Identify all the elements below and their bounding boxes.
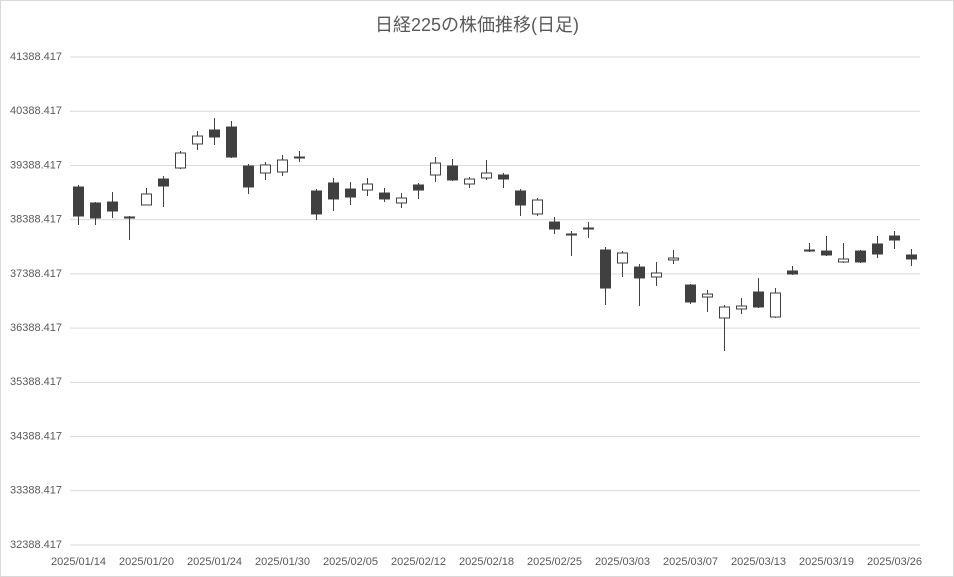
candle-body [430,162,441,176]
candle-body [328,182,339,200]
candle-body [600,249,611,289]
candle-body [294,156,305,159]
candle-body [549,221,560,230]
y-tick-label: 33388.417 [10,485,62,497]
candle-body [141,193,152,206]
candle-body [515,190,526,206]
candle-body [209,129,220,138]
candle-body [277,159,288,173]
candle-body [107,201,118,212]
candle-body [413,184,424,191]
candle-body [362,183,373,191]
x-tick-label: 2025/01/20 [119,556,174,568]
candle-body [243,165,254,188]
candle-body [73,186,84,217]
candle-body [345,188,356,198]
y-tick-label: 34388.417 [10,430,62,442]
candle-body [617,252,628,264]
x-tick-label: 2025/03/03 [595,556,650,568]
candle-body [787,270,798,275]
candle-body [855,250,866,263]
candle-body [260,164,271,174]
y-tick-label: 37388.417 [10,268,62,280]
x-tick-label: 2025/02/12 [391,556,446,568]
candle-body [379,192,390,200]
y-tick-label: 35388.417 [10,376,62,388]
candle-body [311,190,322,215]
candle-body [889,235,900,241]
candle-body [464,178,475,185]
candle-body [906,254,917,260]
candle-body [481,172,492,179]
y-tick-label: 41388.417 [10,51,62,63]
x-tick-label: 2025/03/07 [663,556,718,568]
x-tick-label: 2025/01/24 [187,556,242,568]
candle-body [804,249,815,252]
candle-body [668,257,679,261]
candle-body [158,178,169,187]
candle-body [226,126,237,158]
x-tick-label: 2025/03/19 [799,556,854,568]
candle-body [821,250,832,256]
candle-body [753,291,764,308]
candle-body [770,292,781,318]
candle-body [566,233,577,236]
x-tick-label: 2025/01/30 [255,556,310,568]
candle-body [736,305,747,310]
candle-body [872,243,883,255]
candle-body [90,202,101,219]
y-tick-label: 39388.417 [10,159,62,171]
candle-body [396,197,407,204]
candle-body [175,152,186,169]
candle-body [685,284,696,303]
y-tick-label: 40388.417 [10,105,62,117]
candle-body [634,266,645,279]
candle-body [702,293,713,298]
candle-body [838,258,849,263]
x-tick-label: 2025/02/25 [527,556,582,568]
candle-body [192,135,203,145]
x-tick-label: 2025/01/14 [51,556,106,568]
candle-body [498,174,509,180]
candle-body [651,272,662,278]
y-tick-label: 36388.417 [10,322,62,334]
x-tick-label: 2025/03/13 [731,556,786,568]
x-tick-label: 2025/03/26 [867,556,922,568]
candle-body [583,227,594,230]
candle-body [532,199,543,215]
y-tick-label: 32388.417 [10,539,62,551]
chart-title: 日経225の株価推移(日足) [375,15,579,35]
x-tick-label: 2025/02/05 [323,556,378,568]
candle-body [447,165,458,181]
y-tick-label: 38388.417 [10,214,62,226]
x-tick-label: 2025/02/18 [459,556,514,568]
candle-body [124,216,135,219]
candle-body [719,306,730,319]
